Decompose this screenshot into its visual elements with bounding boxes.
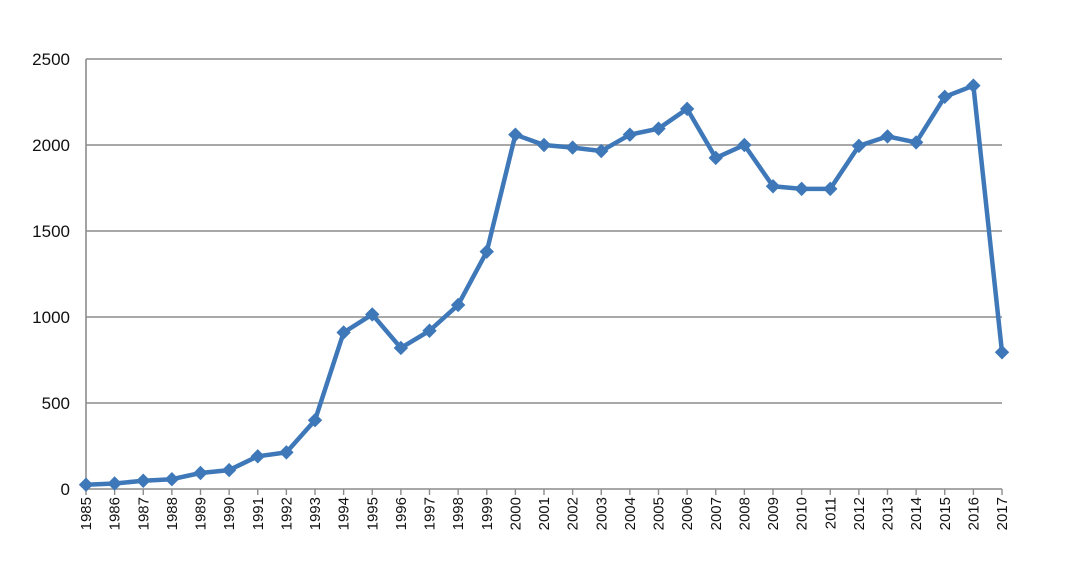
x-axis: 1985 1986 1987 1988 1989 1990 1991 1992 1993 1994… <box>78 488 1011 530</box>
data-point-2007 <box>708 150 723 166</box>
data-point-2011 <box>823 181 838 197</box>
data-point-1998 <box>450 297 466 313</box>
x-tick-label: 2010 <box>794 497 811 530</box>
data-point-2008 <box>737 137 752 153</box>
y-tick-label: 1500 <box>32 222 70 241</box>
x-tick-label: 2015 <box>937 497 954 530</box>
x-tick-label: 2008 <box>736 497 753 530</box>
x-tick-label: 1990 <box>221 497 238 530</box>
data-point-1997 <box>422 323 437 338</box>
x-tick-label: 2013 <box>880 497 897 530</box>
x-tick-label: 2001 <box>536 497 553 530</box>
data-point-2016 <box>966 78 981 93</box>
y-tick-label: 500 <box>42 394 70 413</box>
x-tick-label: 2003 <box>593 497 610 530</box>
x-tick-label: 1996 <box>393 497 410 530</box>
data-point-2013 <box>880 129 895 144</box>
x-tick-label: 1987 <box>135 497 152 530</box>
data-point-1989 <box>193 465 208 481</box>
x-tick-label: 2006 <box>679 497 696 530</box>
x-tick-label: 2004 <box>622 497 639 530</box>
data-point-2009 <box>765 179 781 194</box>
x-tick-label: 1991 <box>250 497 267 530</box>
data-point-1994 <box>336 325 351 340</box>
x-tick-label: 2012 <box>851 497 868 530</box>
data-point-2004 <box>622 127 638 142</box>
data-point-1993 <box>307 412 323 428</box>
series-layer <box>78 78 1010 492</box>
data-point-1991 <box>250 449 265 464</box>
data-point-1990 <box>221 462 237 478</box>
y-tick-label: 0 <box>61 480 70 499</box>
data-point-2015 <box>937 89 952 105</box>
y-axis: 0 500 1000 1500 2000 2500 <box>32 50 87 499</box>
x-tick-label: 1986 <box>107 497 124 530</box>
x-tick-label: 2011 <box>822 497 839 529</box>
x-tick-label: 1999 <box>479 497 496 530</box>
data-point-2001 <box>536 137 552 153</box>
gridlines <box>86 58 1002 404</box>
x-tick-label: 1997 <box>422 497 439 530</box>
data-point-2006 <box>679 101 695 117</box>
data-point-1999 <box>479 244 494 259</box>
x-tick-label: 1995 <box>364 497 381 530</box>
data-point-2012 <box>851 138 867 154</box>
x-tick-label: 1994 <box>336 497 353 530</box>
x-tick-label: 2017 <box>994 497 1011 530</box>
x-tick-label: 2002 <box>565 497 582 530</box>
data-point-2005 <box>651 121 666 136</box>
data-point-2000 <box>508 127 523 142</box>
x-tick-label: 1993 <box>307 497 324 530</box>
x-tick-label: 1989 <box>193 497 210 530</box>
data-point-1996 <box>393 340 409 356</box>
x-tick-label: 2000 <box>507 497 524 530</box>
x-tick-label: 1992 <box>278 497 295 530</box>
data-point-2002 <box>565 140 580 155</box>
x-tick-label: 2007 <box>708 497 725 530</box>
y-tick-label: 2000 <box>32 136 70 155</box>
y-tick-label: 2500 <box>32 50 70 69</box>
x-tick-label: 2009 <box>765 497 782 530</box>
data-point-1988 <box>164 471 180 487</box>
x-tick-label: 2005 <box>651 497 668 530</box>
x-tick-label: 2016 <box>965 497 982 530</box>
data-point-2010 <box>794 181 809 197</box>
data-point-1992 <box>279 445 294 460</box>
y-tick-label: 1000 <box>32 308 70 327</box>
data-point-2003 <box>594 143 609 159</box>
x-tick-label: 2014 <box>908 497 925 530</box>
data-point-1985 <box>78 477 94 492</box>
x-tick-label: 1988 <box>164 497 181 530</box>
x-tick-label: 1985 <box>78 497 95 530</box>
data-point-1987 <box>136 473 151 488</box>
x-tick-label: 1998 <box>450 497 467 530</box>
data-point-1986 <box>107 476 122 491</box>
data-point-2017 <box>994 345 1010 360</box>
data-point-1995 <box>365 307 380 322</box>
data-point-2014 <box>908 135 924 150</box>
